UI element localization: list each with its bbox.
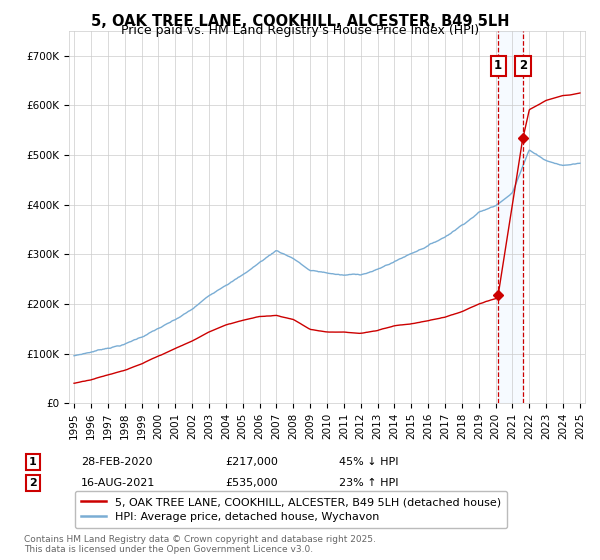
Text: 2: 2	[29, 478, 37, 488]
Text: 16-AUG-2021: 16-AUG-2021	[81, 478, 155, 488]
Text: 1: 1	[494, 59, 502, 72]
Text: 23% ↑ HPI: 23% ↑ HPI	[339, 478, 398, 488]
Bar	[498, 31, 523, 403]
Text: £217,000: £217,000	[225, 457, 278, 467]
Legend: 5, OAK TREE LANE, COOKHILL, ALCESTER, B49 5LH (detached house), HPI: Average pri: 5, OAK TREE LANE, COOKHILL, ALCESTER, B4…	[74, 491, 508, 529]
Text: 28-FEB-2020: 28-FEB-2020	[81, 457, 152, 467]
Text: Contains HM Land Registry data © Crown copyright and database right 2025.
This d: Contains HM Land Registry data © Crown c…	[24, 535, 376, 554]
Text: £535,000: £535,000	[225, 478, 278, 488]
Text: 2: 2	[519, 59, 527, 72]
Text: 5, OAK TREE LANE, COOKHILL, ALCESTER, B49 5LH: 5, OAK TREE LANE, COOKHILL, ALCESTER, B4…	[91, 14, 509, 29]
Text: Price paid vs. HM Land Registry's House Price Index (HPI): Price paid vs. HM Land Registry's House …	[121, 24, 479, 36]
Text: 45% ↓ HPI: 45% ↓ HPI	[339, 457, 398, 467]
Text: 1: 1	[29, 457, 37, 467]
